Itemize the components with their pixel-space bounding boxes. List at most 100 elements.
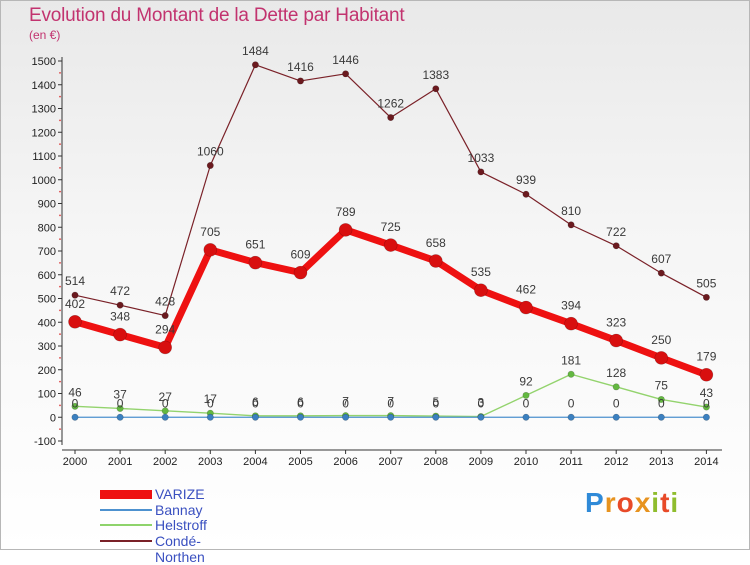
y-tick-label: 400	[38, 317, 56, 329]
unit-label: (en €)	[29, 28, 61, 42]
legend-swatch	[100, 508, 152, 511]
x-tick-label: 2003	[198, 456, 222, 468]
data-point-cond-northen	[702, 293, 710, 301]
y-minor-tick	[59, 309, 61, 312]
data-label-bannay: 0	[207, 396, 214, 410]
y-minor-tick	[59, 214, 61, 217]
data-label-bannay: 0	[72, 396, 79, 410]
y-minor-tick	[59, 428, 61, 431]
data-point-varize	[248, 255, 263, 270]
data-label-varize: 725	[381, 220, 401, 234]
data-point-varize	[609, 333, 624, 348]
data-label-helstroff: 37	[113, 387, 127, 401]
data-point-cond-northen	[567, 221, 575, 229]
data-point-helstroff	[657, 395, 665, 403]
data-label-helstroff: 128	[606, 366, 626, 380]
y-minor-tick	[59, 333, 61, 336]
y-tick-label: 600	[38, 270, 56, 282]
x-tick-label: 2002	[153, 456, 177, 468]
data-label-cond-northen: 472	[110, 284, 130, 298]
y-minor-tick	[59, 95, 61, 98]
data-label-helstroff: 7	[342, 395, 349, 409]
chart-frame: Evolution du Montant de la Dette par Hab…	[0, 0, 750, 550]
data-label-varize: 394	[561, 299, 581, 313]
data-label-varize: 462	[516, 283, 536, 297]
data-point-cond-northen	[387, 114, 395, 122]
data-label-varize: 658	[426, 236, 446, 250]
x-tick-label: 2010	[514, 456, 538, 468]
data-point-varize	[68, 314, 82, 329]
data-point-varize	[699, 367, 714, 382]
data-label-bannay: 0	[297, 396, 304, 410]
data-point-cond-northen	[116, 301, 124, 309]
data-label-helstroff: 43	[700, 386, 714, 400]
data-point-varize	[158, 340, 172, 355]
data-point-bannay	[522, 413, 530, 421]
y-tick-label: 1300	[32, 104, 56, 116]
data-label-helstroff: 17	[204, 392, 218, 406]
data-label-bannay: 0	[162, 396, 169, 410]
line-chart: -100010020030040050060070080090010001100…	[32, 44, 722, 468]
data-label-cond-northen: 505	[696, 276, 716, 290]
data-label-varize: 535	[471, 265, 491, 279]
data-point-varize	[474, 283, 488, 297]
y-minor-tick	[59, 143, 61, 146]
data-point-cond-northen	[657, 269, 665, 277]
data-point-cond-northen	[71, 291, 79, 299]
data-point-cond-northen	[161, 312, 169, 320]
data-label-varize: 348	[110, 310, 130, 324]
legend-label: Condé-Northen	[155, 532, 205, 565]
data-label-cond-northen: 1033	[468, 151, 495, 165]
data-label-cond-northen: 1383	[422, 68, 449, 82]
y-minor-tick	[59, 404, 61, 407]
data-label-helstroff: 3	[478, 396, 485, 410]
data-point-varize	[428, 254, 443, 268]
data-label-bannay: 0	[658, 396, 665, 410]
x-tick-label: 2004	[243, 456, 267, 468]
legend-label: Bannay	[155, 501, 203, 518]
data-point-varize	[564, 316, 578, 331]
x-tick-label: 2011	[559, 456, 583, 468]
y-minor-tick	[59, 380, 61, 383]
x-tick-label: 2006	[333, 456, 357, 468]
data-point-bannay	[296, 413, 304, 421]
data-point-cond-northen	[432, 85, 440, 93]
data-label-bannay: 0	[613, 396, 620, 410]
data-point-helstroff	[567, 370, 575, 378]
legend-swatch	[100, 489, 152, 499]
data-point-bannay	[116, 413, 124, 421]
y-minor-tick	[59, 166, 61, 169]
data-label-helstroff: 27	[159, 390, 173, 404]
legend-swatch	[100, 539, 152, 542]
data-point-helstroff	[116, 404, 124, 412]
y-tick-label: 700	[38, 246, 56, 258]
data-point-varize	[293, 265, 308, 280]
x-tick-label: 2014	[694, 456, 718, 468]
data-point-bannay	[432, 413, 440, 421]
data-label-cond-northen: 1446	[332, 53, 359, 67]
y-tick-label: 1400	[32, 80, 56, 92]
chart-title: Evolution du Montant de la Dette par Hab…	[29, 5, 405, 26]
data-label-bannay: 0	[387, 396, 394, 410]
y-tick-label: 300	[38, 341, 56, 353]
y-tick-label: 0	[50, 412, 56, 424]
x-tick-label: 2001	[108, 456, 132, 468]
data-point-varize	[383, 238, 398, 252]
data-label-varize: 294	[155, 322, 175, 336]
y-tick-label: 500	[38, 294, 56, 306]
data-point-varize	[654, 351, 669, 365]
data-label-helstroff: 6	[297, 395, 304, 409]
x-tick-label: 2005	[288, 456, 312, 468]
data-label-cond-northen: 607	[651, 252, 671, 266]
y-tick-label: 200	[38, 365, 56, 377]
data-label-cond-northen: 1262	[377, 97, 404, 111]
data-label-varize: 402	[65, 297, 85, 311]
y-minor-tick	[59, 285, 61, 288]
y-tick-label: 100	[38, 389, 56, 401]
data-point-bannay	[567, 413, 575, 421]
data-label-cond-northen: 428	[155, 295, 175, 309]
data-point-helstroff	[71, 402, 79, 410]
data-point-bannay	[702, 413, 710, 421]
data-point-helstroff	[702, 403, 710, 411]
data-label-varize: 179	[696, 350, 716, 364]
